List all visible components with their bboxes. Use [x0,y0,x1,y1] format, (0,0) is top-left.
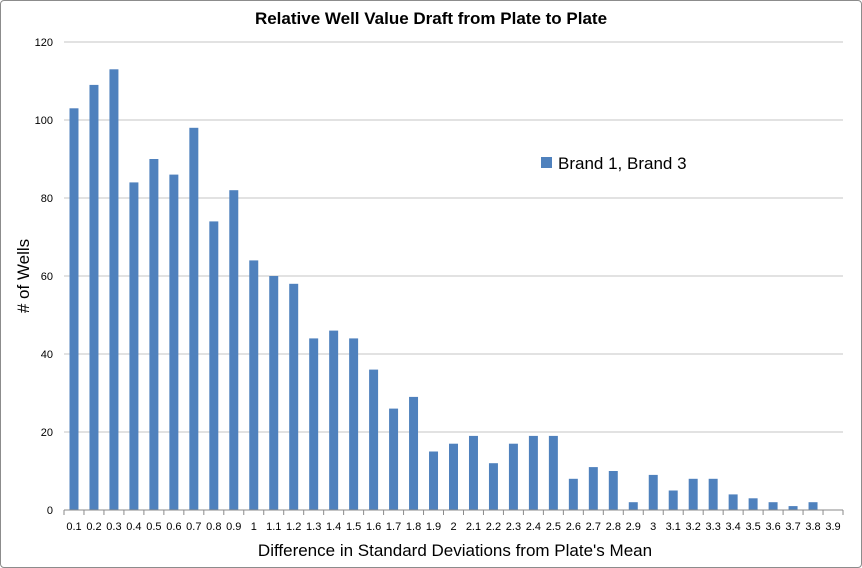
x-tick-label: 1 [251,521,257,533]
x-tick-label: 1.5 [346,521,361,533]
bar [748,498,758,510]
chart-title: Relative Well Value Draft from Plate to … [255,9,607,28]
bar-series [69,69,818,511]
x-tick-label: 3.1 [666,521,681,533]
bar [548,435,558,510]
y-axis-title: # of Wells [14,239,33,313]
x-tick-label: 0.9 [226,521,241,533]
x-axis-title: Difference in Standard Deviations from P… [258,541,652,560]
bar [129,182,139,510]
x-tick-label: 3.8 [805,521,820,533]
bar [269,276,279,510]
x-tick-label: 3.6 [765,521,780,533]
x-tick-label: 1.8 [406,521,421,533]
x-tick-label: 3 [650,521,656,533]
bar [808,502,818,510]
bar [688,478,698,510]
bar [768,502,778,510]
bar [229,190,239,510]
y-tick-label: 60 [41,271,53,283]
x-tick-label: 0.2 [86,521,101,533]
x-tick-label: 3.9 [825,521,840,533]
bar [109,69,119,511]
legend-swatch [541,157,552,168]
x-tick-label: 1.3 [306,521,321,533]
bar [309,338,319,510]
x-tick-label: 0.7 [186,521,201,533]
x-tick-label: 1.4 [326,521,341,533]
bar [508,443,518,510]
bar [409,396,419,510]
x-tick-label: 3.5 [745,521,760,533]
x-axis-ticks: 0.1 0.2 0.3 0.4 0.5 0.6 0.7 0.8 0.9 1 1.1 1.2 1.3 1.4… [66,521,840,533]
x-tick-label: 2.9 [626,521,641,533]
bar [488,463,498,510]
bar [788,506,798,510]
x-tick-label: 3.2 [686,521,701,533]
bar [389,408,399,510]
legend: Brand 1, Brand 3 [541,154,687,173]
bar [329,330,339,510]
bar [169,174,179,510]
bar [528,435,538,510]
x-tick-label: 3.4 [725,521,740,533]
x-tick-label: 0.4 [126,521,141,533]
bar [708,478,718,510]
y-tick-label: 100 [35,115,53,127]
bar [89,84,99,511]
bar [149,159,159,510]
x-tick-label: 1.6 [366,521,381,533]
x-axis [63,509,844,515]
y-axis-ticks: 0 20 40 60 80 100 120 [35,37,53,517]
x-tick-label: 2.2 [486,521,501,533]
bar [668,490,678,510]
x-tick-label: 2.6 [566,521,581,533]
y-tick-label: 80 [41,193,53,205]
x-tick-label: 0.8 [206,521,221,533]
bar [69,108,79,511]
x-tick-label: 2.4 [526,521,541,533]
bar [648,474,658,510]
x-tick-label: 0.3 [106,521,121,533]
bar [608,471,618,510]
x-tick-label: 2.7 [586,521,601,533]
x-tick-label: 1.2 [286,521,301,533]
x-tick-label: 2.1 [466,521,481,533]
x-tick-label: 2.8 [606,521,621,533]
bar [588,467,598,510]
bar [429,451,439,510]
x-tick-label: 2.5 [546,521,561,533]
bar [289,283,299,510]
y-tick-label: 20 [41,427,53,439]
y-tick-label: 40 [41,349,53,361]
bar [728,494,738,510]
x-tick-label: 0.1 [66,521,81,533]
gridlines [64,41,843,433]
x-tick-label: 2.3 [506,521,521,533]
x-tick-label: 2 [450,521,456,533]
x-tick-label: 1.9 [426,521,441,533]
y-tick-label: 0 [47,505,53,517]
x-tick-label: 0.6 [166,521,181,533]
legend-label: Brand 1, Brand 3 [558,154,687,173]
x-tick-label: 1.1 [266,521,281,533]
x-tick-label: 3.7 [785,521,800,533]
bar [209,221,219,510]
x-tick-label: 3.3 [706,521,721,533]
bar [249,260,259,510]
bar [568,478,578,510]
y-tick-label: 120 [35,37,53,49]
bar [449,443,458,510]
bar [468,435,478,510]
x-tick-label: 1.7 [386,521,401,533]
x-tick-label: 0.5 [146,521,161,533]
bar [369,369,379,510]
bar [628,502,638,510]
bar [189,127,199,511]
bar [349,338,359,510]
